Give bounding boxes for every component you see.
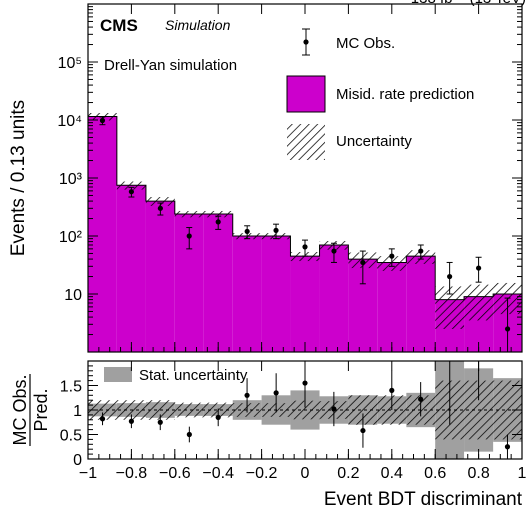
x-tick-label: −1: [79, 465, 97, 482]
process-label: Drell-Yan simulation: [104, 57, 237, 74]
x-tick-label: −0.2: [246, 465, 278, 482]
uncertainty-band: [203, 210, 233, 218]
ratio-y-tick-label: 1.5: [60, 379, 82, 396]
main-plot-area: [88, 113, 522, 352]
uncertainty-band: [174, 210, 204, 218]
x-tick-label: 0: [301, 465, 310, 482]
obs-point: [99, 117, 106, 124]
uncertainty-band: [116, 181, 146, 190]
ratio-y-tick-label: 1: [73, 403, 82, 420]
uncertainty-band: [464, 284, 494, 321]
x-tick-label: 0.8: [467, 465, 489, 482]
obs-point: [389, 253, 395, 259]
legend-stat-label: Stat. uncertainty: [139, 367, 248, 384]
ratio-point: [389, 387, 395, 393]
x-axis-label: Event BDT discriminant: [324, 489, 523, 510]
ratio-point: [302, 380, 308, 386]
ratio-point: [273, 390, 279, 396]
ratio-y-label-numerator: MC Obs.: [10, 374, 30, 445]
ratio-point: [504, 444, 511, 450]
y-tick-label: 10: [64, 287, 82, 304]
obs-point: [360, 259, 366, 266]
cms-label: CMS: [100, 16, 138, 35]
legend-obs-label: MC Obs.: [336, 35, 395, 52]
ratio-point: [244, 392, 250, 398]
ratio-point: [186, 431, 192, 438]
x-tick-label: −0.6: [159, 465, 191, 482]
prediction-bar: [377, 262, 407, 352]
legend-unc-swatch: [287, 124, 325, 160]
prediction-bar: [406, 256, 436, 352]
ratio-point: [215, 414, 221, 420]
lumi-label: 138 fb⁻¹ (13 TeV): [411, 0, 526, 7]
ratio-point: [418, 396, 424, 402]
prediction-bar: [88, 116, 117, 352]
obs-point: [331, 248, 337, 254]
ratio-y-label-denominator: Pred.: [31, 388, 51, 431]
obs-point: [128, 189, 134, 195]
prediction-bar: [116, 185, 146, 352]
obs-point: [504, 326, 511, 332]
legend-pred-label: Misid. rate prediction: [336, 86, 474, 103]
simulation-label: Simulation: [165, 17, 231, 33]
ratio-plot-area: [88, 361, 522, 459]
ratio-point: [99, 416, 106, 422]
obs-point: [273, 227, 279, 233]
x-tick-label: −0.4: [202, 465, 234, 482]
obs-point: [215, 219, 221, 225]
ratio-point: [128, 418, 134, 424]
legend-stat-swatch: [104, 367, 132, 382]
legend-unc-label: Uncertainty: [336, 133, 412, 150]
ratio-y-tick-label: 0.5: [60, 428, 82, 445]
ratio-point: [157, 419, 163, 425]
y-tick-label: 10³: [59, 171, 83, 188]
prediction-bar: [232, 236, 262, 352]
obs-point: [476, 265, 482, 271]
x-tick-label: 1: [518, 465, 526, 482]
x-tick-label: 0.4: [381, 465, 403, 482]
y-tick-label: 10⁵: [58, 55, 82, 72]
y-tick-label: 10²: [59, 229, 83, 246]
obs-point: [186, 233, 192, 239]
legend-obs-marker: [303, 39, 309, 45]
x-tick-label: −0.8: [116, 465, 148, 482]
obs-point: [244, 228, 250, 235]
obs-point: [447, 273, 453, 280]
prediction-bar: [261, 236, 291, 352]
y-tick-label: 10⁴: [57, 113, 82, 130]
ratio-point: [331, 406, 337, 412]
y-axis-label: Events / 0.13 units: [8, 100, 29, 256]
ratio-y-axis-label: MC Obs. Pred.: [10, 374, 51, 446]
ratio-y-tick-label: 0: [73, 452, 82, 469]
prediction-bar: [145, 201, 175, 352]
legend-pred-swatch: [286, 75, 326, 113]
obs-point: [418, 248, 424, 254]
obs-point: [157, 205, 163, 211]
uncertainty-band: [145, 197, 175, 206]
ratio-point: [360, 427, 366, 434]
obs-point: [302, 244, 308, 250]
prediction-bar: [203, 213, 233, 352]
x-tick-label: 0.2: [337, 465, 359, 482]
x-tick-label: 0.6: [424, 465, 446, 482]
syst-band: [174, 402, 204, 418]
prediction-bar: [290, 256, 320, 352]
